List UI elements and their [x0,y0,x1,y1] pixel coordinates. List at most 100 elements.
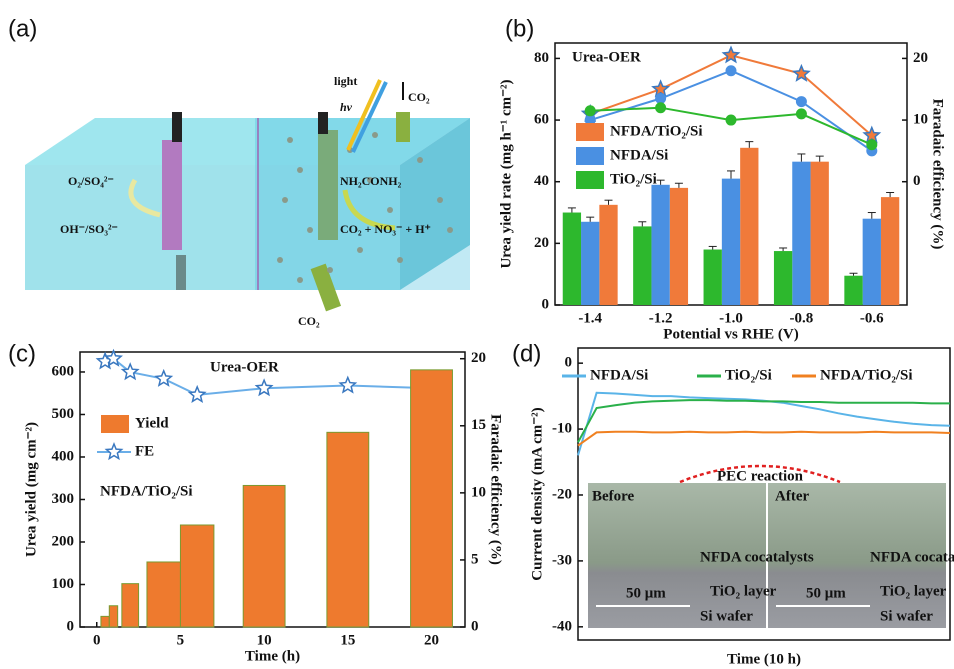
annotation: PEC reaction [717,468,804,484]
arrow [128,178,161,218]
y-axis-label: Urea yield rate (mg h⁻¹ cm⁻²) [498,79,514,268]
particles [277,132,453,283]
x-tick-label: 0 [93,632,101,648]
bar [651,184,670,305]
star-marker [791,63,811,82]
legend-label: TiO₂/Si [725,367,772,383]
bar [844,275,863,305]
legend-swatch [101,415,129,433]
anode-lead [172,112,182,142]
diagram-text: OH⁻/SO₃²⁻ [60,222,118,236]
y-tick-label: -10 [552,421,572,437]
legend-label: Yield [135,415,169,431]
legend-label: NFDA/Si [610,147,668,163]
y-tick-label: 100 [52,576,75,592]
star-marker [721,45,741,64]
bar [146,561,181,628]
diagram-text: CO₂ [298,314,320,328]
annotation: Urea-OER [572,49,641,65]
star-marker [254,378,274,397]
star-marker [338,375,358,394]
x-tick-label: 20 [424,632,439,648]
legend-label: FE [135,443,154,459]
y-tick-label: 0 [67,618,75,634]
support [176,255,186,290]
panel-label: (b) [505,15,534,42]
x-axis-label: Time (10 h) [727,651,801,667]
bar [599,204,618,305]
y-tick-label: 0 [542,296,550,312]
light-beam [346,79,382,151]
star-marker [187,384,207,403]
photocathode [318,130,338,240]
cathode-lead [318,112,328,134]
data-line [577,430,951,447]
y-tick-label: 20 [534,235,549,251]
bar [581,221,600,305]
y-axis-label: Current density (mA cm⁻²) [529,407,545,580]
y-tick-label: -30 [552,552,572,568]
y-tick-label: 500 [52,406,75,422]
diagram-text: O₂/SO₄²⁻ [68,174,114,188]
x-tick-label: -1.2 [649,310,673,326]
annotation: TiO₂ layer [880,583,947,599]
x-axis-label: Time (h) [245,648,300,664]
bar [792,161,811,305]
bar [121,583,140,628]
diagram-text: CO₂ + NO₃⁻ + H⁺ [340,222,431,236]
annotation: Si wafer [880,608,933,624]
y2-tick-label: 20 [471,350,486,366]
annotation: NFDA/TiO₂/Si [100,483,193,499]
bar [810,161,829,305]
y-tick-label: 400 [52,448,75,464]
gas-tube [396,112,410,142]
diagram-text: CO₂ [408,90,430,104]
annotation: TiO₂ layer [710,583,777,599]
y-axis-label: Urea yield (mg cm⁻²) [23,422,39,557]
y-tick-label: 80 [534,50,549,66]
bar [108,605,119,628]
circle-marker [795,108,807,120]
legend-label: TiO₂/Si [610,171,657,187]
annotation: NFDA cocatalysts [870,549,954,565]
bar [410,369,453,628]
cathode-chamber [255,118,470,290]
star-marker [651,79,671,98]
legend-label: NFDA/TiO₂/Si [610,123,703,139]
data-line [577,399,950,443]
x-tick-label: -1.4 [578,310,602,326]
diagram: (a) light hv CO₂ O₂/SO₄²⁻ OH⁻/SO₃²⁻ NH₂C… [8,15,470,328]
legend-swatch [576,171,604,189]
bar [669,187,689,305]
bar [100,615,110,628]
cell-front [25,165,400,290]
annotation: Urea-OER [210,359,279,375]
diagram-text: hv [340,100,353,114]
circle-marker [725,114,737,126]
y2-tick-label: 20 [913,50,928,66]
y-tick-label: 600 [52,363,75,379]
legend-label: NFDA/TiO₂/Si [820,367,913,383]
bar [862,218,881,305]
gas-tube [310,263,342,312]
bar [721,178,741,305]
diagram-text: light [334,74,357,88]
y-tick-label: -40 [552,618,572,634]
panel-label: (d) [512,340,541,367]
circle-marker [725,65,737,77]
y2-tick-label: 5 [471,551,479,567]
star-marker [154,368,174,387]
bar [703,249,722,305]
panel-label: (c) [8,340,36,367]
y2-tick-label: 0 [471,618,479,634]
legend-swatch [576,147,604,165]
sem-inset [588,464,946,628]
y-tick-label: -20 [552,486,572,502]
y-tick-label: 300 [52,491,75,507]
x-tick-label: 10 [257,632,272,648]
bar [562,212,582,305]
legend-swatch [576,123,604,141]
y-tick-label: 0 [565,355,573,371]
y2-tick-label: 0 [913,173,921,189]
